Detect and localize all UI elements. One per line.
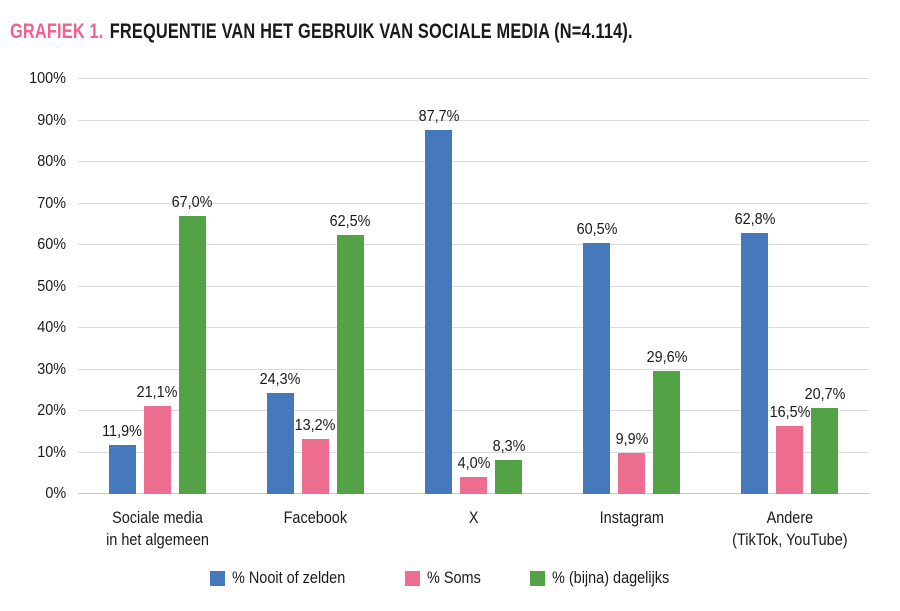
bar-value-label: 13,2% bbox=[294, 417, 336, 435]
bar-value-label: 9,9% bbox=[615, 430, 649, 448]
bar-value-label: 20,7% bbox=[804, 386, 846, 404]
y-tick-label: 70% bbox=[37, 194, 66, 212]
bar: 4,0% bbox=[457, 455, 490, 494]
legend-label: % (bijna) dagelijks bbox=[552, 568, 670, 587]
bar-value-label: 60,5% bbox=[576, 220, 618, 238]
gridline bbox=[78, 78, 869, 79]
bar-group: 60,5% 9,9% 29,6% bbox=[553, 79, 711, 494]
bar: 8,3% bbox=[492, 438, 525, 494]
gridline bbox=[78, 119, 869, 121]
bar: 29,6% bbox=[646, 349, 687, 494]
legend-label: % Soms bbox=[427, 568, 481, 587]
bar-value-label: 16,5% bbox=[769, 403, 811, 421]
bar: 24,3% bbox=[260, 371, 301, 494]
y-tick-label: 0% bbox=[45, 485, 66, 502]
bar-groups: 11,9% 21,1% 67,0% 24,3% 13,2% 62,5% 87,7% 4,0% 8… bbox=[78, 79, 869, 494]
bar-group: 62,8% 16,5% 20,7% bbox=[711, 79, 869, 494]
bar: 60,5% bbox=[576, 221, 617, 494]
y-tick-label: 50% bbox=[37, 277, 66, 295]
gridline bbox=[78, 244, 869, 245]
bar: 87,7% bbox=[418, 108, 459, 494]
legend: % Nooit of zelden % Soms % (bijna) dagelij… bbox=[0, 568, 900, 588]
gridline bbox=[78, 451, 869, 453]
x-axis-category-labels: Sociale media in het algemeen Facebook X Ins… bbox=[78, 494, 869, 551]
legend-item: % Soms bbox=[405, 568, 490, 588]
chart-title: GRAFIEK 1. FREQUENTIE VAN HET GEBRUIK VAN… bbox=[10, 20, 808, 44]
bar: 20,7% bbox=[804, 386, 845, 494]
y-tick-label: 100% bbox=[29, 70, 66, 87]
bar-value-label: 4,0% bbox=[457, 455, 490, 473]
bar: 62,8% bbox=[734, 211, 775, 494]
chart-title-text: FREQUENTIE VAN HET GEBRUIK VAN SOCIALE M… bbox=[109, 20, 633, 43]
gridline bbox=[78, 368, 869, 370]
gridline bbox=[78, 327, 869, 328]
bar-value-label: 24,3% bbox=[259, 371, 301, 389]
bar: 62,5% bbox=[330, 213, 371, 494]
bar-value-label: 29,6% bbox=[646, 349, 688, 367]
category-label: X bbox=[468, 508, 479, 527]
category-label: Sociale media in het algemeen bbox=[105, 508, 209, 550]
chart-title-tag: GRAFIEK 1. bbox=[10, 20, 104, 43]
category-label: Andere (TikTok, YouTube) bbox=[732, 508, 848, 550]
plot-area: 11,9% 21,1% 67,0% 24,3% 13,2% 62,5% 87,7% 4,0% 8… bbox=[78, 78, 869, 494]
bar-group: 87,7% 4,0% 8,3% bbox=[394, 79, 552, 494]
bar-value-label: 21,1% bbox=[136, 384, 178, 402]
bar-value-label: 8,3% bbox=[492, 437, 525, 455]
bar-group: 11,9% 21,1% 67,0% bbox=[78, 79, 236, 494]
bar: 16,5% bbox=[769, 404, 810, 494]
y-tick-label: 30% bbox=[37, 360, 66, 378]
bar-value-label: 11,9% bbox=[102, 422, 142, 440]
bar: 13,2% bbox=[295, 417, 336, 494]
bar: 21,1% bbox=[137, 384, 178, 494]
bar: 67,0% bbox=[172, 194, 213, 494]
y-tick-label: 60% bbox=[37, 236, 66, 253]
legend-swatch-icon bbox=[405, 570, 420, 586]
bar: 9,9% bbox=[615, 431, 648, 494]
legend-swatch-icon bbox=[530, 570, 546, 586]
bar-value-label: 62,8% bbox=[734, 211, 776, 229]
legend-item: % (bijna) dagelijks bbox=[530, 568, 690, 588]
bar: 11,9% bbox=[102, 423, 142, 494]
gridline bbox=[78, 410, 869, 411]
y-axis-tick-labels: 0% 10% 20% 30% 40% 50% 60% 70% 80% 90% 100% bbox=[0, 70, 66, 502]
y-tick-label: 10% bbox=[37, 443, 66, 461]
y-tick-label: 40% bbox=[37, 319, 66, 336]
category-label: Instagram bbox=[599, 508, 664, 527]
gridline bbox=[78, 285, 869, 287]
bar-group: 24,3% 13,2% 62,5% bbox=[236, 79, 394, 494]
bar-value-label: 87,7% bbox=[418, 108, 459, 126]
legend-swatch-icon bbox=[209, 570, 225, 586]
y-tick-label: 80% bbox=[37, 153, 66, 170]
y-tick-label: 90% bbox=[37, 111, 66, 129]
legend-label: % Nooit of zelden bbox=[231, 568, 346, 587]
gridline bbox=[78, 161, 869, 162]
category-label: Facebook bbox=[283, 508, 348, 527]
legend-item: % Nooit of zelden bbox=[209, 568, 365, 588]
bar-value-label: 62,5% bbox=[329, 212, 371, 230]
chart-title-inner: GRAFIEK 1. FREQUENTIE VAN HET GEBRUIK VAN… bbox=[10, 20, 633, 44]
y-tick-label: 20% bbox=[37, 402, 66, 419]
bar-value-label: 67,0% bbox=[171, 193, 213, 211]
gridline bbox=[78, 202, 869, 204]
